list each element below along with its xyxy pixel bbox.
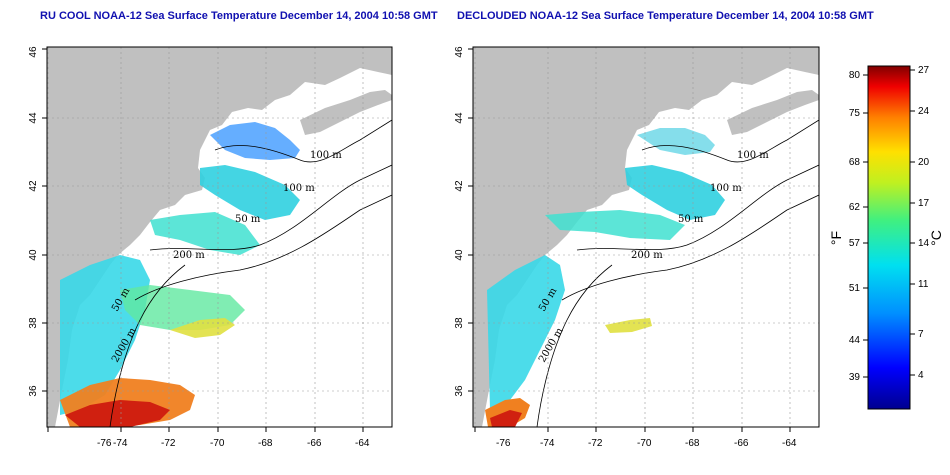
fahrenheit-tick-label: 57: [849, 238, 861, 249]
contour-2000m: [134, 194, 392, 301]
celsius-ticks: 27 24 20 17 14 11 7 4: [910, 65, 930, 381]
lat-tick-label: 46: [28, 46, 39, 58]
lon-tick-label: -72: [161, 438, 176, 449]
lon-tick-label: -74: [540, 438, 555, 449]
fahrenheit-tick-label: 68: [849, 157, 861, 168]
lat-tick-label: 38: [454, 317, 465, 329]
fahrenheit-tick-label: 62: [849, 202, 861, 213]
contour-100m: [214, 119, 392, 163]
lon-tick-label: -74: [113, 438, 128, 449]
fahrenheit-tick-label: 44: [849, 335, 861, 346]
fahrenheit-ticks: 80 75 68 62 57 51 44 39: [849, 70, 868, 383]
land-nova-scotia: [727, 90, 819, 135]
sst-gulf-maine: [637, 128, 715, 155]
celsius-tick-label: 24: [918, 106, 930, 117]
sst-midatlantic: [487, 255, 565, 410]
lon-tick-label: -68: [258, 438, 273, 449]
contour-shelf: [536, 264, 613, 427]
land-mass: [473, 47, 819, 427]
contour-label: 200 m: [173, 250, 205, 261]
contour-100m: [641, 119, 819, 163]
lon-tick-label: -70: [637, 438, 652, 449]
right-map-title: DECLOUDED NOAA-12 Sea Surface Temperatur…: [457, 10, 874, 22]
lon-tick-label: -76: [97, 438, 112, 449]
lat-tick-label: 42: [28, 180, 39, 192]
fahrenheit-tick-label: 80: [849, 70, 861, 81]
sst-midatl-2: [120, 285, 245, 330]
contour-shelf: [109, 264, 186, 427]
lat-tick-label: 40: [454, 249, 465, 261]
celsius-tick-label: 27: [918, 65, 930, 76]
sst-shelf: [545, 210, 685, 240]
contour-200m: [576, 164, 819, 251]
sst-georges: [625, 165, 725, 220]
celsius-tick-label: 14: [918, 238, 930, 249]
celsius-unit: °C: [928, 230, 944, 246]
left-map: 100 m 100 m 200 m 50 m 2000 m 50 m -76 -…: [28, 46, 393, 449]
lon-tick-label: -70: [210, 438, 225, 449]
contour-label: 100 m: [710, 183, 742, 194]
sst-gulfstream-core: [490, 410, 522, 427]
lon-tick-label: -68: [685, 438, 700, 449]
sst-warm-patch: [605, 318, 652, 333]
land-nova-scotia: [300, 90, 392, 135]
celsius-tick-label: 4: [918, 370, 924, 381]
map-frame: [472, 46, 820, 428]
contour-label: 100 m: [310, 150, 342, 161]
fahrenheit-tick-label: 75: [849, 108, 861, 119]
contour-label: 50 m: [678, 214, 704, 225]
lon-axis: -76 -74 -72 -70 -68 -66 -64: [47, 427, 370, 449]
lon-tick-label: -64: [355, 438, 370, 449]
celsius-tick-label: 11: [918, 279, 929, 290]
fahrenheit-tick-label: 39: [849, 372, 861, 383]
celsius-tick-label: 20: [918, 157, 930, 168]
sst-gulfstream-core: [65, 400, 170, 427]
lon-tick-label: -66: [307, 438, 322, 449]
contour-label: 200 m: [631, 250, 663, 261]
lon-axis: -76 -74 -72 -70 -68 -66 -64: [474, 427, 797, 449]
lon-tick-label: -72: [588, 438, 603, 449]
sst-georges: [200, 165, 300, 220]
map-frame: [46, 46, 393, 428]
colorbar: 80 75 68 62 57 51 44 39 27 24 20 17 14 1…: [828, 65, 944, 410]
contour-label: 50 m: [235, 214, 261, 225]
lat-axis: 36 38 40 42 44 46: [454, 46, 473, 397]
lon-tick-label: -66: [734, 438, 749, 449]
fahrenheit-unit: °F: [828, 231, 844, 245]
lat-axis: 36 38 40 42 44 46: [28, 46, 47, 397]
lat-tick-label: 44: [28, 112, 39, 124]
contour-label: 100 m: [737, 150, 769, 161]
land-mass: [47, 47, 392, 427]
lon-tick-label: -64: [782, 438, 797, 449]
contour-label: 100 m: [283, 183, 315, 194]
lat-tick-label: 44: [454, 112, 465, 124]
contour-2000m: [561, 194, 819, 301]
sst-shelf: [150, 212, 260, 255]
right-map: 100 m 100 m 200 m 50 m 2000 m 50 m -76 -…: [454, 46, 820, 449]
lat-tick-label: 40: [28, 249, 39, 261]
lon-tick-label: -76: [496, 438, 511, 449]
lat-tick-label: 42: [454, 180, 465, 192]
colorbar-gradient: [867, 65, 911, 410]
lat-tick-label: 36: [28, 385, 39, 397]
celsius-tick-label: 7: [918, 329, 924, 340]
fahrenheit-tick-label: 51: [849, 283, 861, 294]
lat-tick-label: 46: [454, 46, 465, 58]
sst-gulf-maine: [210, 122, 300, 160]
celsius-tick-label: 17: [918, 198, 930, 209]
lat-tick-label: 38: [28, 317, 39, 329]
left-map-title: RU COOL NOAA-12 Sea Surface Temperature …: [40, 10, 438, 22]
lat-tick-label: 36: [454, 385, 465, 397]
contour-200m: [149, 164, 392, 251]
